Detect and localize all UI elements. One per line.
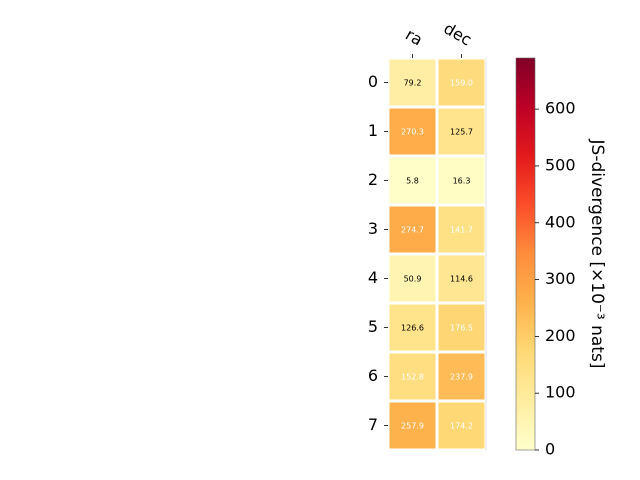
column-tick-label: ra xyxy=(402,25,426,50)
heatmap-cell xyxy=(438,157,485,204)
cell-value-label: 141.7 xyxy=(450,226,473,235)
colorbar-tick-label: 100 xyxy=(545,383,576,402)
heatmap-cell xyxy=(389,157,436,204)
heatmap-cell xyxy=(389,59,436,106)
heatmap-cell xyxy=(438,108,485,155)
colorbar-tick-label: 600 xyxy=(545,99,576,118)
colorbar xyxy=(515,57,536,451)
row-tick-labels: 0 1 2 3 4 5 6 7 xyxy=(368,72,388,434)
cell-value-label: 176.5 xyxy=(450,324,473,333)
heatmap-cells: 79.2 159.0 270.3 125.7 5.8 16.3 274.7 141.7 50.9… xyxy=(389,59,485,449)
cell-value-label: 5.8 xyxy=(406,177,419,186)
heatmap-cell xyxy=(389,402,436,449)
cell-value-label: 50.9 xyxy=(404,275,422,284)
cell-value-label: 174.2 xyxy=(450,422,473,431)
row-tick-label: 1 xyxy=(368,121,378,140)
cell-value-label: 274.7 xyxy=(401,226,424,235)
heatmap-cell xyxy=(438,255,485,302)
cell-value-label: 159.0 xyxy=(450,79,473,88)
heatmap-cell xyxy=(389,206,436,253)
colorbar-tick-label: 400 xyxy=(545,212,576,231)
cell-value-label: 270.3 xyxy=(401,128,424,137)
heatmap-cell xyxy=(438,304,485,351)
cell-value-label: 257.9 xyxy=(401,422,424,431)
colorbar-tick-label: 300 xyxy=(545,269,576,288)
row-tick-label: 6 xyxy=(368,366,378,385)
colorbar-tick-label: 500 xyxy=(545,155,576,174)
column-tick-label: dec xyxy=(441,19,475,50)
colorbar-tick-label: 0 xyxy=(545,440,555,459)
colorbar-ticks: 0 100 200 300 400 500 600 xyxy=(535,99,576,459)
row-tick-label: 2 xyxy=(368,170,378,189)
cell-value-label: 114.6 xyxy=(450,275,473,284)
heatmap-cell xyxy=(438,59,485,106)
cell-value-label: 125.7 xyxy=(450,128,473,137)
heatmap-cell xyxy=(389,304,436,351)
row-tick-label: 0 xyxy=(368,72,378,91)
heatmap-cell xyxy=(389,353,436,400)
cell-value-label: 237.9 xyxy=(450,373,473,382)
column-tick-labels: ra dec xyxy=(402,19,475,58)
row-tick-label: 3 xyxy=(368,219,378,238)
heatmap-cell xyxy=(389,255,436,302)
row-tick-label: 4 xyxy=(368,268,378,287)
heatmap-cell xyxy=(389,108,436,155)
heatmap-cell xyxy=(438,402,485,449)
row-tick-label: 7 xyxy=(368,415,378,434)
cell-value-label: 79.2 xyxy=(404,79,422,88)
row-tick-label: 5 xyxy=(368,317,378,336)
cell-value-label: 16.3 xyxy=(453,177,471,186)
heatmap-cell xyxy=(438,206,485,253)
heatmap-cell xyxy=(438,353,485,400)
colorbar-tick-label: 200 xyxy=(545,326,576,345)
cell-value-label: 126.6 xyxy=(401,324,424,333)
cell-value-label: 152.8 xyxy=(401,373,424,382)
colorbar-label: JS-divergence [×10⁻³ nats] xyxy=(587,139,607,369)
